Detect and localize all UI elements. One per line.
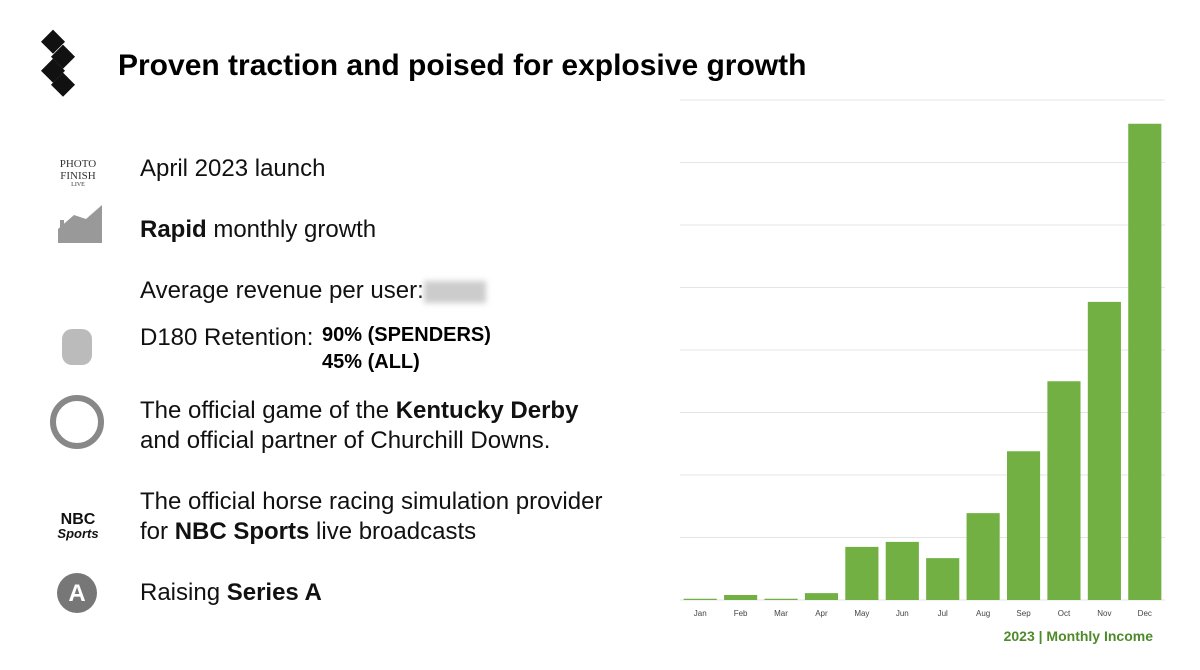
x-tick-label: Jun	[896, 609, 909, 618]
bar	[1128, 123, 1162, 600]
bar	[1087, 301, 1121, 600]
icon-person	[62, 329, 92, 365]
x-tick-label: Oct	[1058, 609, 1071, 618]
feature-text: The official horse racing simulation pro…	[140, 488, 603, 515]
x-tick-label: Mar	[774, 609, 788, 618]
x-tick-label: Jul	[938, 609, 948, 618]
feature-item: D180 Retention:	[140, 323, 313, 353]
x-tick-label: Feb	[734, 609, 748, 618]
logo-text: NBC	[60, 511, 96, 528]
feature-line: and official partner of Churchill Downs.	[140, 426, 578, 456]
feature-text: NBC Sports	[174, 518, 310, 545]
bar	[724, 595, 758, 600]
logo-nbc: NBC Sports	[48, 511, 108, 541]
retention-value: 45% (ALL)	[322, 351, 420, 373]
retention-values: 90% (SPENDERS) 45% (ALL)	[322, 322, 491, 376]
feature-line: Average revenue per user:	[140, 276, 486, 306]
brand-logo	[40, 29, 76, 97]
feature-line: The official game of the Kentucky Derby	[140, 396, 578, 426]
feature-text: The official game of the	[140, 397, 396, 424]
feature-item: Raising Series A	[140, 578, 322, 608]
icon-growth	[58, 205, 102, 243]
feature-line: The official horse racing simulation pro…	[140, 487, 602, 517]
bar	[966, 513, 1000, 600]
bar	[764, 598, 798, 600]
bar	[1006, 451, 1041, 600]
feature-item: The official horse racing simulation pro…	[140, 487, 602, 547]
feature-text: Series A	[226, 579, 322, 606]
feature-text: Raising	[140, 579, 227, 606]
bar	[1047, 381, 1081, 600]
logo-series-a	[57, 573, 97, 613]
feature-text: live broadcasts	[309, 518, 477, 545]
logo-text: A	[68, 580, 86, 607]
bar	[845, 546, 879, 600]
icon-bars	[74, 230, 78, 242]
slide-title: Proven traction and poised for explosive…	[118, 49, 806, 82]
bar	[926, 558, 960, 600]
bar	[804, 593, 839, 600]
feature-text: monthly growth	[206, 216, 377, 243]
feature-text: Kentucky Derby	[395, 397, 579, 424]
icon-rose	[50, 395, 104, 449]
feature-item: Average revenue per user:	[140, 276, 486, 306]
x-tick-label: Nov	[1097, 609, 1111, 618]
feature-item: The official game of the Kentucky Derby a…	[140, 396, 578, 456]
x-tick-label: Sep	[1016, 609, 1031, 618]
x-tick-label: Apr	[815, 609, 828, 618]
feature-line: D180 Retention:	[140, 323, 313, 353]
icon-bars	[81, 220, 85, 242]
logo-text: PHOTO FINISH	[59, 158, 97, 182]
logo-photo-finish: PHOTO FINISH LIVE	[48, 158, 108, 188]
feature-line: Rapid monthly growth	[140, 215, 376, 245]
logo-text: LIVE	[71, 182, 85, 188]
feature-item: April 2023 launch	[140, 154, 325, 184]
icon-bars	[67, 225, 71, 242]
feature-line: for NBC Sports live broadcasts	[140, 517, 602, 547]
feature-text: for	[140, 518, 175, 545]
feature-item: Rapid monthly growth	[140, 215, 376, 245]
bar	[683, 598, 717, 600]
x-tick-label: May	[854, 609, 869, 618]
feature-text: April 2023 launch	[140, 155, 326, 182]
x-tick-label: Jan	[694, 609, 707, 618]
blurred-value	[423, 280, 486, 303]
chart-caption: 2023 | Monthly Income	[1004, 628, 1154, 644]
x-tick-label: Dec	[1138, 609, 1152, 618]
logo-text: Sports	[57, 526, 99, 541]
feature-text: Average revenue per user:	[140, 277, 424, 304]
feature-text: D180 Retention:	[140, 324, 314, 351]
retention-value: 90% (SPENDERS)	[322, 324, 491, 346]
feature-text: and official partner of Churchill Downs.	[140, 427, 551, 454]
feature-text: Rapid	[140, 216, 207, 243]
icon-bars	[60, 220, 64, 242]
icon-bars	[88, 225, 92, 242]
bar	[885, 541, 919, 600]
x-tick-label: Aug	[976, 609, 990, 618]
feature-line: Raising Series A	[140, 578, 322, 608]
feature-line: April 2023 launch	[140, 154, 325, 184]
